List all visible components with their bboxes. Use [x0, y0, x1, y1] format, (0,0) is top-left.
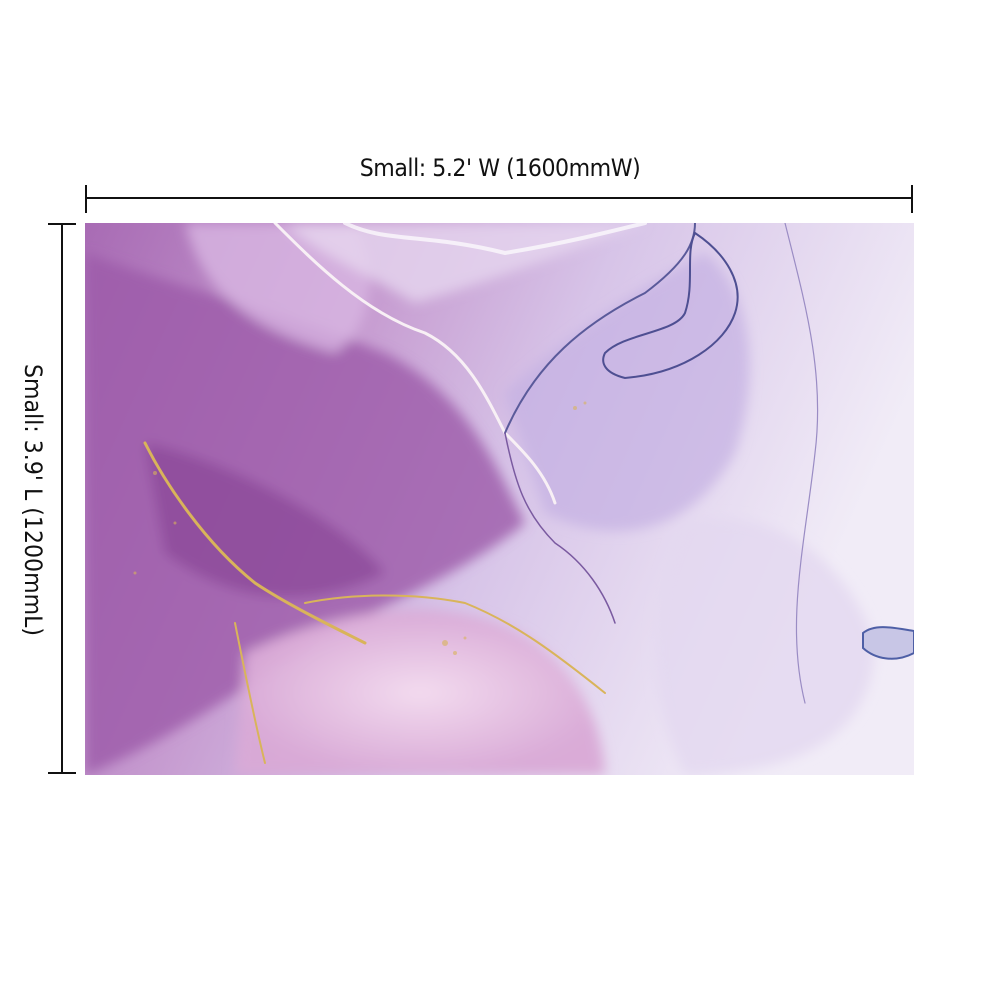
- width-dimension-line: [86, 197, 912, 199]
- length-label: Small: 3.9' L (1200mmL): [19, 363, 47, 637]
- width-tick-right: [911, 185, 913, 213]
- length-tick-bottom: [48, 772, 76, 774]
- width-label: Small: 5.2' W (1600mmW): [359, 154, 641, 182]
- marble-artwork-image: [85, 223, 914, 775]
- length-dimension-line: [61, 224, 63, 774]
- width-tick-left: [85, 185, 87, 213]
- length-tick-top: [48, 223, 76, 225]
